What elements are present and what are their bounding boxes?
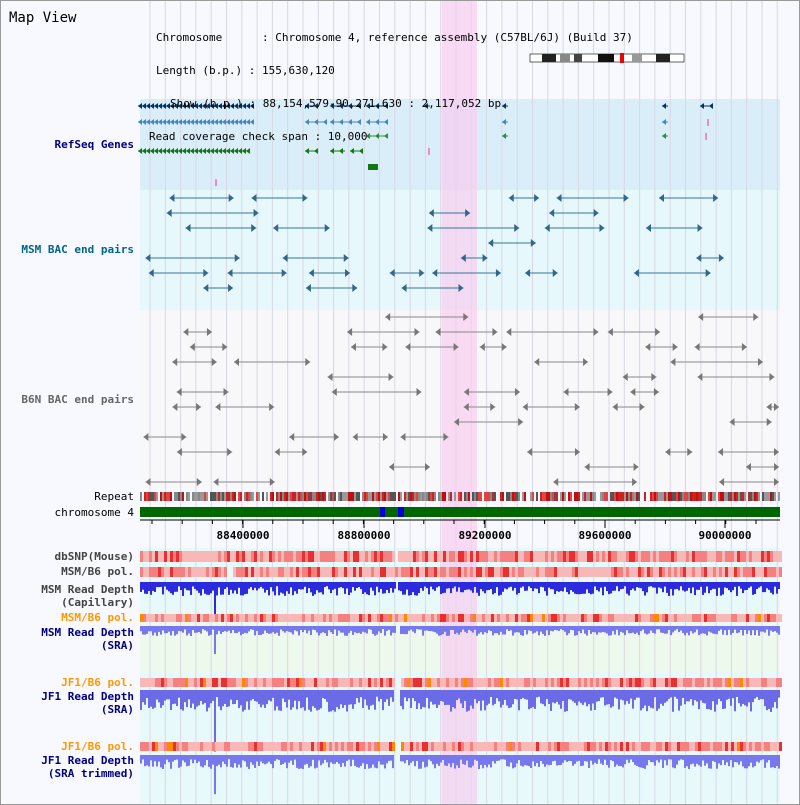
position-axis: 88400000 88800000 89200000 89600000 90000000 xyxy=(140,519,780,542)
label-jf1-b6-pol-2: JF1/B6 pol. xyxy=(61,740,134,753)
label-jf1-b6-pol-1: JF1/B6 pol. xyxy=(61,676,134,689)
label-b6n-bac: B6N BAC end pairs xyxy=(21,393,134,406)
page-title: Map View xyxy=(9,10,77,26)
label-jf1-depth-sra: JF1 Read Depth xyxy=(41,690,134,703)
chromosome-ideogram[interactable] xyxy=(529,53,685,63)
label-msm-bac: MSM BAC end pairs xyxy=(21,243,134,256)
header-length: Length (b.p.) : 155,630,120 xyxy=(156,64,335,77)
label-dbsnp: dbSNP(Mouse) xyxy=(54,550,134,563)
msm-bac-track[interactable] xyxy=(145,194,724,292)
axis-tick-label: 90000000 xyxy=(699,529,752,542)
axis-tick-label: 89200000 xyxy=(459,529,512,542)
axis-tick-label: 88800000 xyxy=(338,529,391,542)
label-jf1-depth-sra-sub: (SRA) xyxy=(100,703,134,716)
label-msm-depth-sra: MSM Read Depth xyxy=(41,626,134,639)
refseq-genes-track[interactable] xyxy=(138,103,713,186)
axis-tick-label: 89600000 xyxy=(579,529,632,542)
header-show: Show (b.p.) : 88,154,579-90,271,630 : 2,… xyxy=(170,97,502,110)
b6n-bac-track[interactable] xyxy=(143,313,779,486)
label-jf1-depth-trim-sub: (SRA trimmed) xyxy=(47,767,134,780)
header-info: Chromosome : Chromosome 4, reference ass… xyxy=(146,10,633,164)
label-msm-depth-cap-sub: (Capillary) xyxy=(61,596,134,609)
label-msm-depth-sra-sub: (SRA) xyxy=(100,639,134,652)
repeat-track[interactable] xyxy=(140,492,780,501)
label-msm-b6-pol-1: MSM/B6 pol. xyxy=(61,565,134,578)
axis-tick-label: 88400000 xyxy=(217,529,270,542)
header-span: Read coverage check span : 10,000 xyxy=(149,130,368,143)
label-chromosome: chromosome 4 xyxy=(54,506,134,519)
label-repeat: Repeat xyxy=(94,490,134,503)
label-msm-depth-cap: MSM Read Depth xyxy=(41,583,134,596)
chromosome-bar[interactable] xyxy=(140,507,780,517)
header-chromosome: Chromosome : Chromosome 4, reference ass… xyxy=(156,31,633,44)
lower-tracks[interactable] xyxy=(140,551,782,795)
label-msm-b6-pol-2: MSM/B6 pol. xyxy=(61,611,134,624)
highlight-region[interactable] xyxy=(442,0,477,805)
label-refseq: RefSeq Genes xyxy=(54,138,134,151)
label-jf1-depth-trim: JF1 Read Depth xyxy=(41,754,134,767)
